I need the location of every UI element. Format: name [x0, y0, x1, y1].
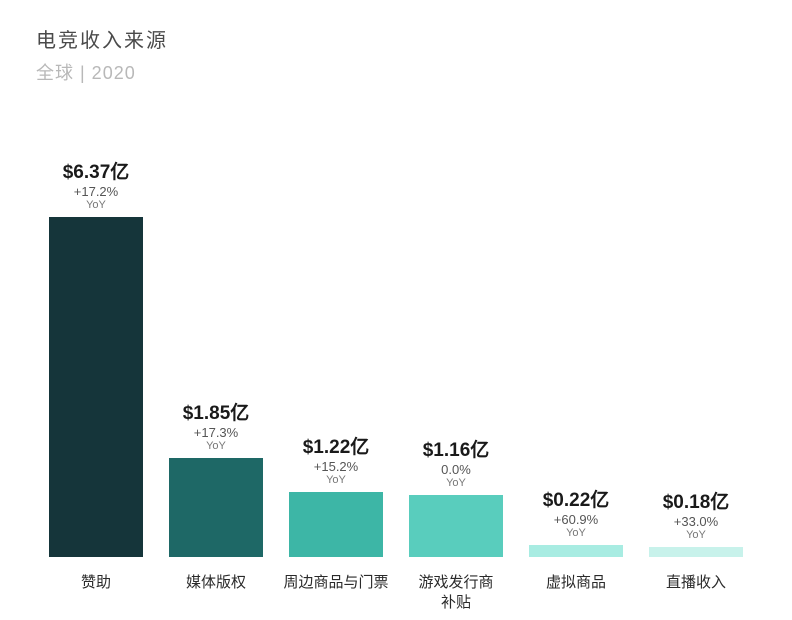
bar-rect: [289, 492, 383, 557]
bar-label-block: $1.85亿+17.3%YoY: [183, 398, 250, 452]
bar-label-block: $0.22亿+60.9%YoY: [543, 485, 610, 539]
bar-value: $0.18亿: [663, 487, 730, 514]
bar-value: $1.16亿: [423, 435, 490, 462]
bar-yoy: YoY: [543, 527, 610, 539]
category-label: 周边商品与门票: [276, 573, 396, 612]
category-label: 游戏发行商 补贴: [396, 573, 516, 612]
bar-yoy: YoY: [663, 529, 730, 541]
bar-yoy: YoY: [303, 474, 370, 486]
bar-rect: [169, 458, 263, 557]
category-label: 赞助: [36, 573, 156, 612]
bar-growth: +60.9%: [543, 512, 610, 527]
bar-group: $1.16亿0.0%YoY: [396, 127, 516, 557]
bar-group: $1.22亿+15.2%YoY: [276, 127, 396, 557]
bar-yoy: YoY: [423, 477, 490, 489]
bar-group: $6.37亿+17.2%YoY: [36, 127, 156, 557]
bar-growth: 0.0%: [423, 462, 490, 477]
bar-chart: $6.37亿+17.2%YoY$1.85亿+17.3%YoY$1.22亿+15.…: [36, 127, 756, 557]
bar-label-block: $0.18亿+33.0%YoY: [663, 487, 730, 541]
bar-label-block: $1.22亿+15.2%YoY: [303, 432, 370, 486]
bar-value: $1.85亿: [183, 398, 250, 425]
bar-rect: [649, 547, 743, 557]
bar-group: $0.22亿+60.9%YoY: [516, 127, 636, 557]
bar-yoy: YoY: [183, 440, 250, 452]
category-label: 虚拟商品: [516, 573, 636, 612]
bar-yoy: YoY: [63, 199, 130, 211]
bar-rect: [49, 217, 143, 557]
category-label: 直播收入: [636, 573, 756, 612]
bar-value: $6.37亿: [63, 157, 130, 184]
bar-growth: +33.0%: [663, 514, 730, 529]
bar-growth: +15.2%: [303, 459, 370, 474]
bar-group: $1.85亿+17.3%YoY: [156, 127, 276, 557]
bar-growth: +17.2%: [63, 184, 130, 199]
chart-title: 电竞收入来源: [36, 24, 756, 53]
bar-rect: [409, 495, 503, 557]
category-axis: 赞助媒体版权周边商品与门票游戏发行商 补贴虚拟商品直播收入: [36, 573, 756, 612]
bar-rect: [529, 545, 623, 557]
bar-value: $1.22亿: [303, 432, 370, 459]
bar-label-block: $1.16亿0.0%YoY: [423, 435, 490, 489]
category-label: 媒体版权: [156, 573, 276, 612]
bar-group: $0.18亿+33.0%YoY: [636, 127, 756, 557]
bar-label-block: $6.37亿+17.2%YoY: [63, 157, 130, 211]
bar-growth: +17.3%: [183, 425, 250, 440]
bar-value: $0.22亿: [543, 485, 610, 512]
chart-subtitle: 全球 | 2020: [36, 59, 756, 85]
